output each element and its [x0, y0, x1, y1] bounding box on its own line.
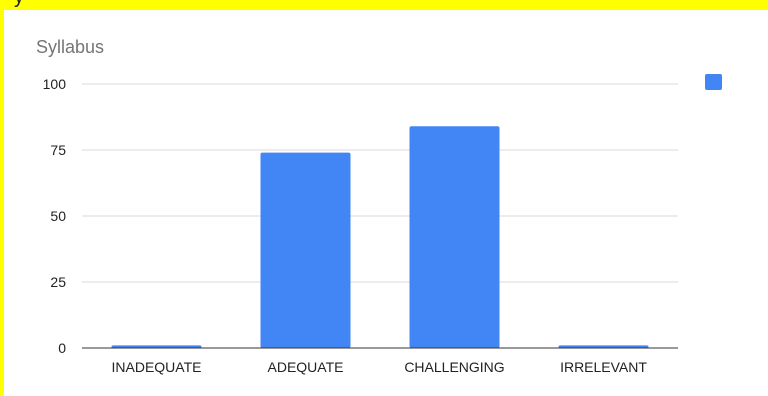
x-category-label: INADEQUATE [112, 359, 202, 375]
y-tick-label: 75 [50, 142, 66, 158]
x-category-label: ADEQUATE [268, 359, 344, 375]
x-category-label: CHALLENGING [404, 359, 504, 375]
y-tick-label: 50 [50, 208, 66, 224]
top-strip: y [0, 0, 768, 10]
y-tick-label: 100 [43, 76, 67, 92]
bar-inadequate[interactable] [111, 345, 202, 348]
y-axis-ticks: 0 25 50 75 100 [43, 76, 67, 356]
bars [111, 126, 649, 349]
legend-swatch[interactable] [705, 74, 722, 90]
bar-adequate[interactable] [260, 152, 351, 348]
bar-challenging[interactable] [409, 126, 500, 349]
grid-lines [82, 83, 678, 283]
x-axis-categories: INADEQUATE ADEQUATE CHALLENGING IRRELEVANT [112, 359, 648, 375]
bar-irrelevant[interactable] [558, 345, 649, 348]
y-tick-label: 25 [50, 274, 66, 290]
chart-title: Syllabus [36, 37, 104, 57]
top-strip-text: y [14, 0, 24, 9]
x-category-label: IRRELEVANT [560, 359, 647, 375]
y-tick-label: 0 [58, 340, 66, 356]
